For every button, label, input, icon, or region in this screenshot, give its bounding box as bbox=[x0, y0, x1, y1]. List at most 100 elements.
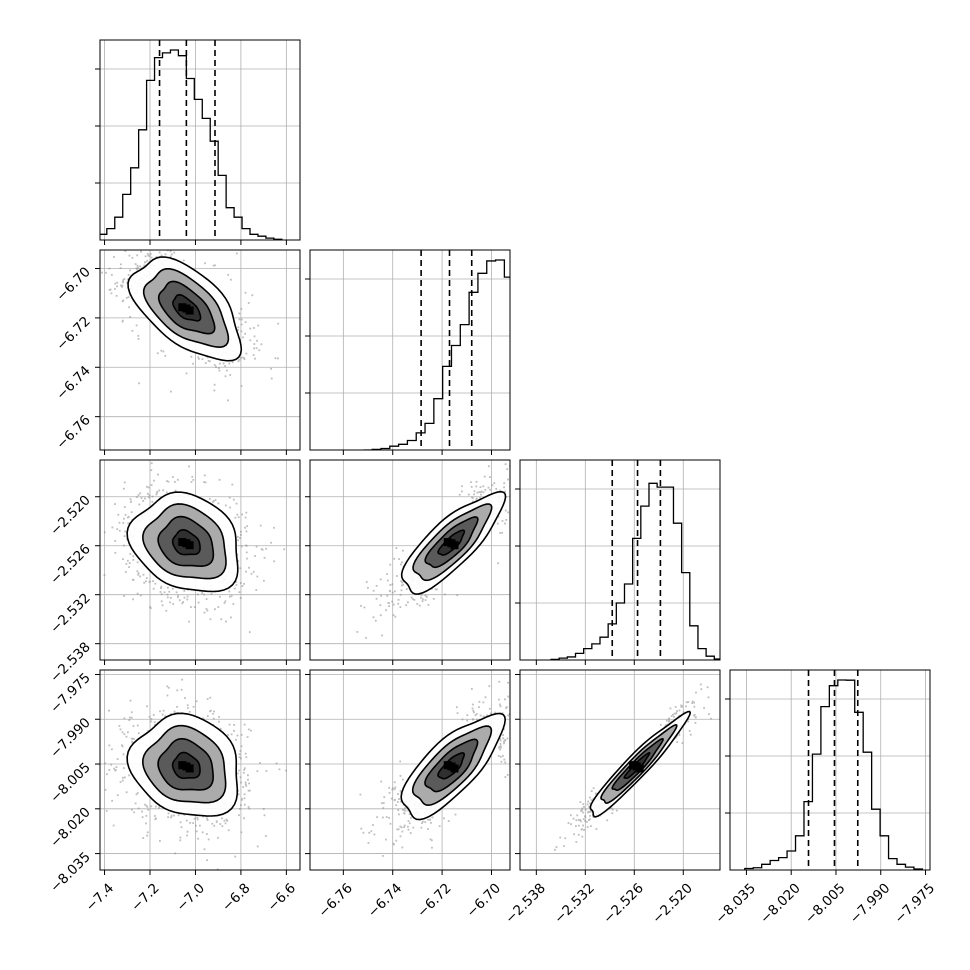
sample-point bbox=[476, 491, 479, 494]
sample-point bbox=[90, 253, 92, 255]
sample-point bbox=[169, 596, 172, 599]
sample-point bbox=[707, 696, 710, 699]
sample-point bbox=[563, 845, 565, 847]
sample-point bbox=[572, 817, 575, 820]
sample-point bbox=[212, 264, 215, 267]
sample-point bbox=[368, 831, 371, 834]
sample-point bbox=[155, 817, 157, 820]
sample-point bbox=[123, 481, 126, 484]
sample-point bbox=[166, 250, 169, 252]
sample-point bbox=[409, 832, 412, 834]
sample-point bbox=[227, 273, 230, 276]
sample-point bbox=[150, 484, 153, 486]
sample-point bbox=[249, 327, 252, 330]
axes-frame bbox=[99, 459, 301, 661]
y-tick-label: −2.532 bbox=[47, 590, 94, 637]
sample-point bbox=[392, 787, 395, 790]
sample-point bbox=[247, 789, 250, 792]
sample-point bbox=[586, 803, 589, 806]
sample-point bbox=[723, 674, 725, 676]
sample-point bbox=[244, 321, 247, 324]
x-tick-label: −6.72 bbox=[414, 880, 455, 921]
sample-point bbox=[496, 522, 499, 525]
sample-point bbox=[147, 254, 150, 257]
sample-point bbox=[240, 781, 242, 784]
x-tick-label: −2.532 bbox=[551, 880, 598, 927]
sample-point bbox=[375, 597, 378, 600]
sample-point bbox=[136, 592, 139, 595]
x-tick-label: −6.8 bbox=[219, 880, 253, 914]
sample-point bbox=[611, 812, 614, 815]
sample-point bbox=[678, 714, 681, 717]
sample-point bbox=[143, 497, 146, 500]
density-peak-bin bbox=[178, 538, 187, 547]
sample-point bbox=[510, 508, 512, 510]
sample-point bbox=[372, 824, 374, 826]
sample-point bbox=[583, 805, 585, 808]
sample-point bbox=[197, 601, 200, 604]
sample-point bbox=[121, 776, 124, 779]
sample-point bbox=[121, 281, 124, 284]
sample-point bbox=[128, 719, 131, 722]
contour-line-0.5σ bbox=[623, 751, 651, 780]
sample-point bbox=[166, 685, 169, 688]
sample-point bbox=[176, 596, 179, 599]
sample-point bbox=[178, 599, 181, 602]
sample-point bbox=[682, 711, 685, 714]
sample-point bbox=[166, 593, 169, 596]
sample-point bbox=[259, 524, 262, 527]
sample-point bbox=[145, 814, 148, 817]
sample-point bbox=[401, 830, 404, 833]
sample-point bbox=[122, 487, 125, 490]
sample-point bbox=[270, 367, 273, 370]
sample-point bbox=[592, 787, 595, 790]
sample-point bbox=[493, 482, 496, 485]
sample-point bbox=[164, 715, 167, 718]
sample-point bbox=[253, 335, 256, 338]
sample-point bbox=[119, 246, 121, 248]
sample-point bbox=[475, 713, 478, 715]
sample-point bbox=[127, 278, 129, 281]
sample-point bbox=[386, 573, 388, 575]
sample-point bbox=[197, 837, 200, 840]
sample-point bbox=[376, 816, 379, 819]
sample-point bbox=[206, 819, 209, 821]
sample-point bbox=[703, 706, 705, 709]
sample-point bbox=[399, 563, 402, 566]
x-tick-label: −7.2 bbox=[128, 880, 162, 914]
sample-point bbox=[385, 838, 387, 841]
density-peak-bin bbox=[447, 539, 456, 548]
x-tick-label: −6.70 bbox=[464, 880, 505, 921]
sample-point bbox=[475, 497, 478, 500]
contour-line-1.5σ bbox=[142, 724, 227, 804]
sample-point bbox=[228, 595, 231, 598]
sample-point bbox=[530, 692, 532, 694]
sample-point bbox=[114, 282, 117, 285]
histogram-step bbox=[744, 679, 924, 870]
sample-point bbox=[516, 740, 518, 742]
sample-point bbox=[123, 776, 126, 779]
contour-line-0.5σ bbox=[171, 751, 201, 780]
sample-point bbox=[553, 427, 555, 429]
x-tick-label: −2.538 bbox=[502, 880, 549, 927]
sample-point bbox=[233, 729, 235, 732]
sample-point bbox=[726, 677, 728, 679]
sample-point bbox=[243, 797, 246, 800]
sample-point bbox=[146, 259, 149, 262]
sample-point bbox=[513, 723, 515, 725]
sample-point bbox=[245, 352, 248, 355]
sample-point bbox=[507, 478, 509, 481]
sample-point bbox=[237, 539, 239, 542]
sample-point bbox=[491, 484, 494, 487]
sample-point bbox=[116, 281, 119, 284]
sample-point bbox=[277, 322, 280, 325]
contour-line-1.5σ bbox=[142, 268, 230, 348]
sample-point bbox=[501, 712, 504, 715]
sample-point bbox=[475, 485, 478, 488]
sample-point bbox=[173, 814, 175, 817]
panel-contents bbox=[356, 427, 555, 639]
sample-point bbox=[112, 244, 114, 246]
sample-point bbox=[407, 825, 409, 828]
sample-point bbox=[110, 763, 113, 766]
sample-point bbox=[136, 570, 139, 573]
